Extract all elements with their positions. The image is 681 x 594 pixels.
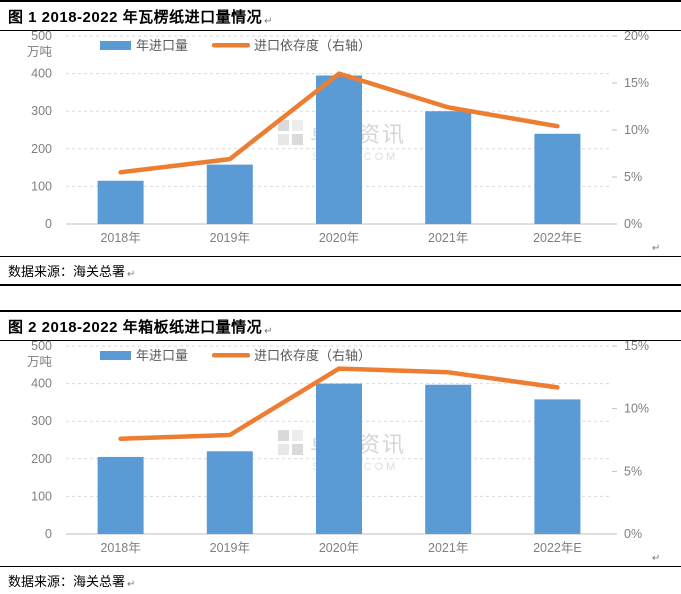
x-axis-label: 2021年 <box>428 231 468 245</box>
bar-2021年 <box>425 384 472 534</box>
left-axis-tick: 100 <box>31 489 52 503</box>
chart-canvas: 卓创资讯SCI99.COM0100200300400500万吨0%5%10%15… <box>27 31 660 254</box>
left-axis-tick: 200 <box>31 452 52 466</box>
left-axis-tick: 400 <box>31 67 52 81</box>
bar-2019年 <box>206 451 253 534</box>
trend-line <box>118 71 560 175</box>
right-axis-tick: 15% <box>624 76 649 90</box>
figure-1-source-row: 数据来源：海关总署 ↵ <box>0 256 681 286</box>
left-axis-tick: 500 <box>31 31 52 43</box>
figure-1-title: 图 1 2018-2022 年瓦楞纸进口量情况 <box>8 9 263 26</box>
legend-bar-swatch <box>100 41 131 50</box>
paragraph-mark-icon: ↵ <box>264 16 273 27</box>
paragraph-mark-icon: ↵ <box>264 326 273 337</box>
figure-2-title: 图 2 2018-2022 年箱板纸进口量情况 <box>8 319 263 336</box>
left-axis-tick: 400 <box>31 377 52 391</box>
right-axis-tick: 5% <box>624 170 642 184</box>
right-axis-tick: 0% <box>624 527 642 541</box>
right-axis-tick: 5% <box>624 464 642 478</box>
right-axis-tick: 0% <box>624 217 642 231</box>
figure-2: 图 2 2018-2022 年箱板纸进口量情况 ↵ 卓创资讯SCI99.COM0… <box>0 310 681 594</box>
left-axis-tick: 300 <box>31 414 52 428</box>
x-axis-label: 2021年 <box>428 541 468 555</box>
right-axis-tick: 20% <box>624 31 649 43</box>
figure-2-source-row: 数据来源：海关总署 ↵ <box>0 566 681 594</box>
left-axis-tick: 0 <box>45 217 52 231</box>
left-axis-unit: 万吨 <box>27 45 53 59</box>
legend-line-label: 进口依存度（右轴） <box>254 38 371 53</box>
legend-bar-swatch <box>100 351 131 360</box>
x-axis-label: 2019年 <box>210 541 250 555</box>
paragraph-mark-icon: ↵ <box>652 553 660 564</box>
paragraph-mark-icon: ↵ <box>127 579 136 590</box>
chart-canvas: 卓创资讯SCI99.COM0100200300400500万吨0%5%10%15… <box>27 341 660 564</box>
bar-2019年 <box>206 164 253 224</box>
left-axis-tick: 0 <box>45 527 52 541</box>
x-axis-label: 2018年 <box>100 541 140 555</box>
legend-line-swatch <box>212 353 250 358</box>
figure-2-title-row: 图 2 2018-2022 年箱板纸进口量情况 ↵ <box>0 310 681 341</box>
paragraph-mark-icon: ↵ <box>127 269 136 280</box>
bar-2018年 <box>97 180 144 224</box>
figure-1-source-text: 数据来源：海关总署 <box>8 264 126 279</box>
x-axis-label: 2022年E <box>533 541 582 555</box>
right-axis-tick: 15% <box>624 341 649 353</box>
left-axis-tick: 100 <box>31 179 52 193</box>
figure-2-combo-chart: 卓创资讯SCI99.COM0100200300400500万吨0%5%10%15… <box>0 341 681 566</box>
legend: 年进口量 进口依存度（右轴） <box>100 348 371 363</box>
left-axis-tick: 300 <box>31 104 52 118</box>
legend-bar-label: 年进口量 <box>136 348 188 363</box>
figure-1-title-row: 图 1 2018-2022 年瓦楞纸进口量情况 ↵ <box>0 0 681 31</box>
x-axis-label: 2019年 <box>210 231 250 245</box>
x-axis-label: 2018年 <box>100 231 140 245</box>
right-axis-tick: 10% <box>624 402 649 416</box>
figure-2-source-text: 数据来源：海关总署 <box>8 574 126 589</box>
bar-2018年 <box>97 456 144 534</box>
left-axis-tick: 500 <box>31 341 52 353</box>
trend-line <box>118 366 560 441</box>
x-axis-label: 2020年 <box>319 541 359 555</box>
legend-line-swatch <box>212 43 250 48</box>
legend: 年进口量 进口依存度（右轴） <box>100 38 371 53</box>
bar-2022年E <box>534 399 581 534</box>
right-axis-tick: 10% <box>624 123 649 137</box>
legend-line-label: 进口依存度（右轴） <box>254 348 371 363</box>
legend-bar-label: 年进口量 <box>136 38 188 53</box>
bar-2020年 <box>316 383 362 534</box>
figure-1: 图 1 2018-2022 年瓦楞纸进口量情况 ↵ 卓创资讯SCI99.COM0… <box>0 0 681 286</box>
left-axis-unit: 万吨 <box>27 355 53 369</box>
figure-1-combo-chart: 卓创资讯SCI99.COM0100200300400500万吨0%5%10%15… <box>0 31 681 256</box>
paragraph-mark-icon: ↵ <box>652 243 660 254</box>
bar-2022年E <box>534 133 581 224</box>
x-axis-label: 2020年 <box>319 231 359 245</box>
figure-gap <box>0 286 681 310</box>
bar-2020年 <box>316 75 362 224</box>
left-axis-tick: 200 <box>31 142 52 156</box>
bar-2021年 <box>425 111 472 224</box>
x-axis-label: 2022年E <box>533 231 582 245</box>
